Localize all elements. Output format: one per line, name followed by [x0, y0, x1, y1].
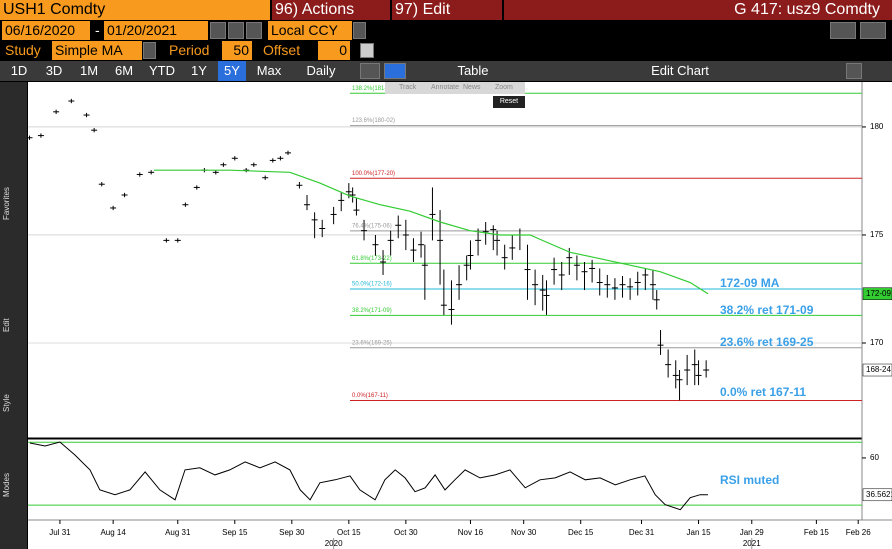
price-badge	[862, 488, 892, 502]
fib-label: 76.4%(175-06)	[352, 223, 392, 229]
x-tick-label: Oct 15	[337, 528, 361, 537]
chart-tool[interactable]: Annotate	[431, 84, 460, 91]
annotation: 23.6% ret 169-25	[720, 335, 814, 349]
x-tick-label: Dec 31	[629, 528, 655, 537]
x-tick-label: Nov 16	[458, 528, 484, 537]
ticker[interactable]: USH1 Comdty	[0, 0, 270, 20]
x-tick-label: Nov 30	[511, 528, 537, 537]
side-label: Edit	[2, 318, 11, 332]
side-label: Modes	[2, 472, 11, 497]
fib-label: 38.2%(171-09)	[352, 308, 392, 314]
pencil-button[interactable]	[360, 43, 374, 58]
offset-label: Offset	[263, 42, 301, 58]
end-date[interactable]: 01/20/2021	[104, 21, 208, 40]
year-label: 2021	[743, 539, 761, 548]
x-tick-label: Jul 31	[49, 528, 71, 537]
period-label: Period	[169, 42, 210, 58]
y-tick-label: 60	[870, 453, 879, 462]
next-button[interactable]	[246, 22, 262, 39]
currency-dropdown[interactable]	[353, 22, 366, 39]
redo-button[interactable]	[860, 22, 886, 39]
range-button[interactable]: 5Y	[218, 61, 246, 81]
range-button[interactable]: 6M	[114, 63, 134, 78]
edit-menu[interactable]: 97) Edit	[392, 0, 502, 20]
range-button[interactable]: 1D	[10, 63, 28, 78]
x-tick-label: Jan 29	[740, 528, 765, 537]
side-toolbar	[0, 82, 27, 549]
annotation: 172-09 MA	[720, 276, 780, 290]
table-button[interactable]: Table	[457, 63, 489, 78]
x-tick-label: Aug 31	[165, 528, 191, 537]
y-tick-label: 175	[870, 230, 884, 239]
graph-title: G 417: usz9 Comdty	[504, 0, 892, 20]
range-button[interactable]: Max	[256, 63, 282, 78]
study-label: Study	[5, 42, 41, 58]
price-badge-label: 168-24	[866, 365, 891, 374]
x-tick-label: Feb 15	[804, 528, 829, 537]
rsi-line	[29, 441, 709, 511]
side-label: Style	[2, 394, 11, 412]
chart-tool[interactable]: Zoom	[495, 84, 513, 91]
price-badge	[862, 287, 892, 300]
price-badge	[862, 363, 892, 377]
x-tick-label: Dec 15	[568, 528, 594, 537]
date-separator: -	[95, 22, 100, 38]
settings-button[interactable]	[846, 63, 862, 79]
fib-label: 0.0%(167-11)	[352, 393, 388, 399]
study-dropdown[interactable]	[143, 42, 156, 59]
edit-chart-button[interactable]: Edit Chart	[651, 63, 709, 78]
side-label: Favorites	[2, 187, 11, 220]
annotation: RSI muted	[720, 473, 779, 487]
year-label: 2020	[325, 539, 343, 548]
chart-tool[interactable]: Track	[399, 84, 417, 91]
price-badge-label: 36.5621	[866, 490, 892, 499]
fib-label: 138.2%(181-18)	[352, 86, 395, 92]
fib-label: 23.6%(169-25)	[352, 340, 392, 346]
prev-button[interactable]	[228, 22, 244, 39]
x-tick-label: Jan 15	[687, 528, 712, 537]
calendar-button[interactable]	[210, 22, 226, 39]
x-tick-label: Sep 30	[279, 528, 305, 537]
currency[interactable]: Local CCY	[268, 21, 352, 40]
reset-button[interactable]: Reset	[493, 96, 525, 108]
fib-label: 61.8%(173-22)	[352, 256, 392, 262]
chart-tool[interactable]: News	[463, 84, 481, 91]
fib-label: 123.6%(180-02)	[352, 118, 395, 124]
y-tick-label: 180	[870, 122, 884, 131]
price-badge-label: 172-09	[866, 289, 891, 298]
chart-tools: Track Annotate News Zoom	[385, 82, 525, 94]
x-tick-label: Oct 30	[394, 528, 418, 537]
moving-average	[153, 169, 709, 295]
x-tick-label: Feb 26	[846, 528, 871, 537]
fib-label: 50.0%(172-16)	[352, 282, 392, 288]
x-tick-label: Aug 14	[100, 528, 126, 537]
period[interactable]: 50	[222, 41, 252, 60]
range-button[interactable]: YTD	[149, 63, 175, 78]
fib-label: 100.0%(177-20)	[352, 171, 395, 177]
range-button[interactable]: 1Y	[191, 63, 207, 78]
y-tick-label: 170	[870, 338, 884, 347]
x-tick-label: Sep 15	[222, 528, 248, 537]
range-button[interactable]: 1M	[79, 63, 99, 78]
undo-button[interactable]	[830, 22, 856, 39]
offset[interactable]: 0	[318, 41, 350, 60]
study[interactable]: Simple MA	[52, 41, 142, 60]
annotation: 0.0% ret 167-11	[720, 385, 806, 399]
frequency[interactable]: Daily	[306, 63, 336, 78]
actions-menu[interactable]: 96) Actions	[272, 0, 390, 20]
range-button[interactable]: 3D	[45, 63, 63, 78]
annotation: 38.2% ret 171-09	[720, 303, 814, 317]
bar-type-button[interactable]	[384, 63, 406, 79]
start-date[interactable]: 06/16/2020	[2, 21, 90, 40]
line-type-button[interactable]	[360, 63, 380, 79]
